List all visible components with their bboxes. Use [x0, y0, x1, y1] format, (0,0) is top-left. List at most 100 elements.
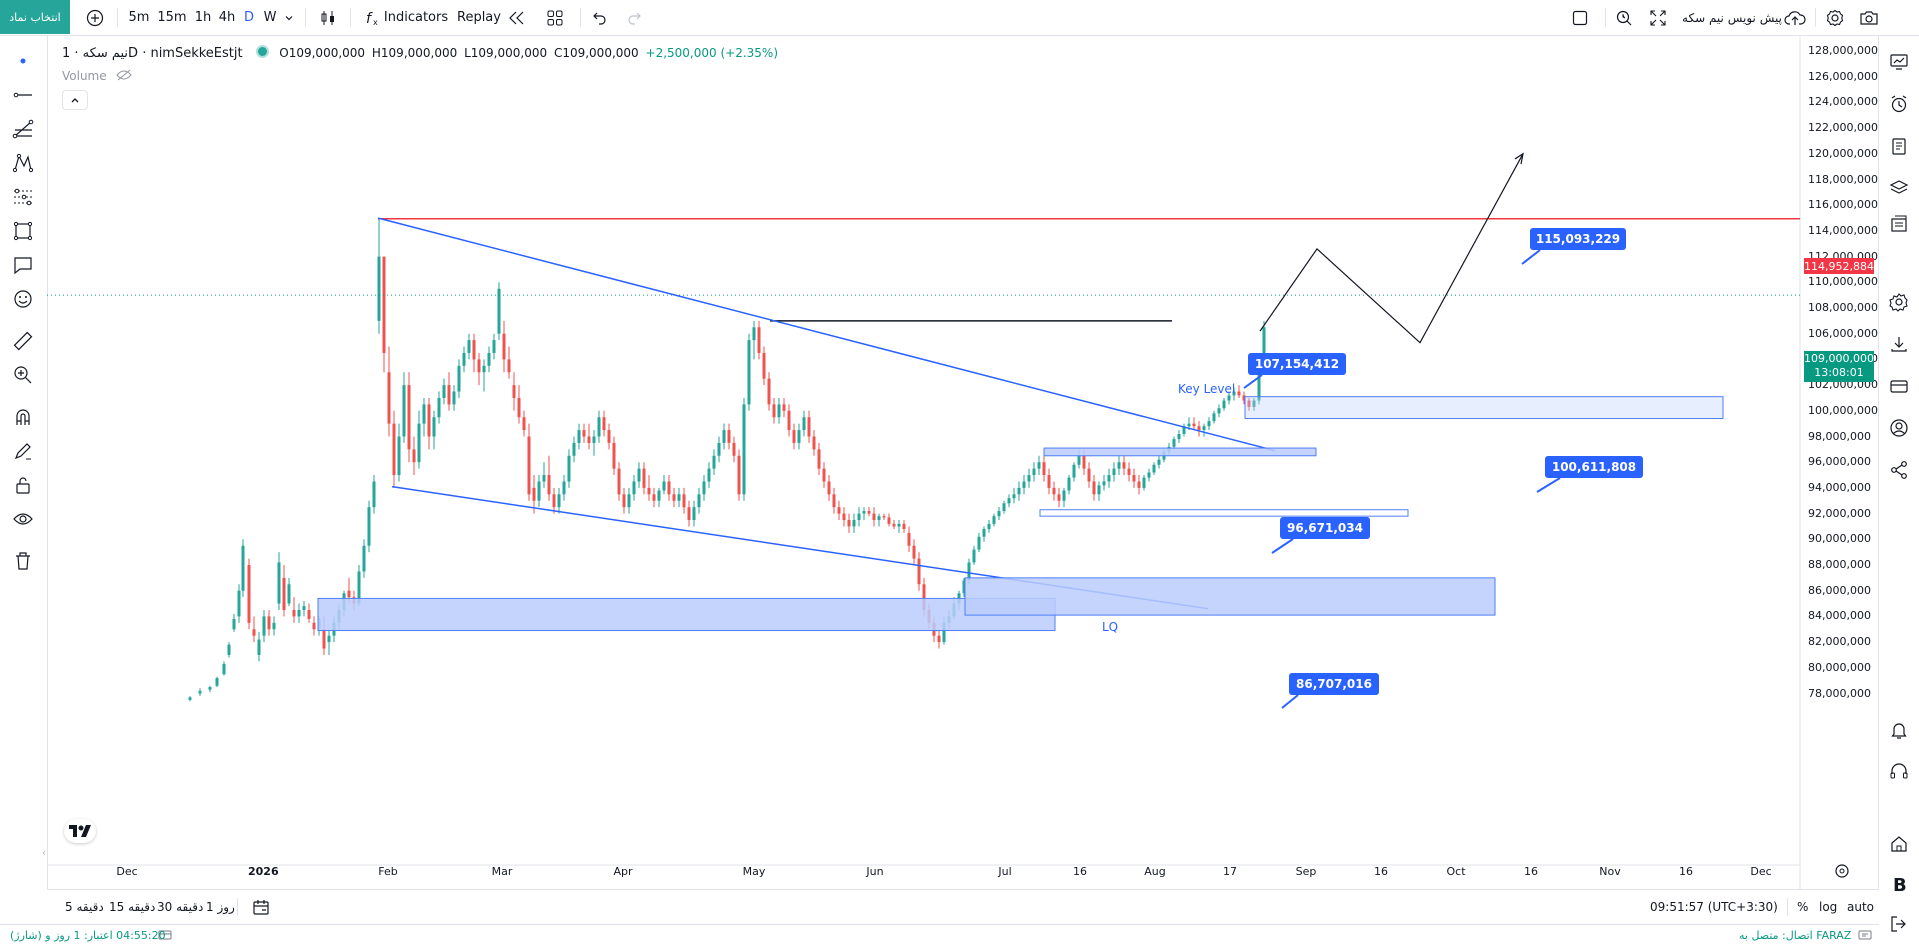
fib-icon[interactable]: [10, 116, 36, 142]
clock-timezone[interactable]: 09:51:57 (UTC+3:30): [1650, 900, 1778, 914]
candle-body: [1067, 477, 1071, 491]
interval-15m[interactable]: 15m: [157, 10, 187, 25]
candle-body: [682, 494, 686, 508]
quick-search-icon[interactable]: [1612, 0, 1636, 35]
candle-body: [1082, 455, 1086, 469]
rectangle-shape-icon[interactable]: [10, 218, 36, 244]
bell-icon[interactable]: [1887, 718, 1911, 742]
redo-icon[interactable]: [622, 0, 646, 35]
fullscreen-square-icon[interactable]: [1568, 0, 1592, 35]
candle-body: [267, 616, 271, 630]
candle-body: [412, 449, 416, 463]
candle-body: [462, 352, 466, 366]
eye-hidden-icon[interactable]: [116, 69, 133, 81]
prediction-icon[interactable]: [10, 184, 36, 210]
symbol-title[interactable]: نیم سکه · 1D · nimSekkeEstjt: [62, 46, 243, 61]
auto-toggle[interactable]: auto: [1847, 900, 1875, 914]
candle-body: [208, 687, 212, 690]
tradingview-logo[interactable]: [64, 819, 96, 843]
support-icon[interactable]: [1887, 760, 1911, 784]
replay-icon[interactable]: [505, 0, 529, 35]
log-toggle[interactable]: log: [1819, 900, 1838, 914]
watchlist-icon[interactable]: [1887, 50, 1911, 74]
lock-icon[interactable]: [10, 472, 36, 498]
interval-4h[interactable]: 4h: [218, 10, 236, 25]
badge-115093229[interactable]: 115,093,229: [1530, 228, 1626, 250]
range-5m[interactable]: 5 دقیقه: [65, 900, 104, 914]
badge-107154412[interactable]: 107,154,412: [1248, 353, 1346, 375]
add-symbol-icon[interactable]: [80, 0, 110, 35]
candle-body: [752, 327, 756, 341]
annotation-icon[interactable]: [10, 252, 36, 278]
time-tick-label: Mar: [491, 865, 513, 878]
interval-5m[interactable]: 5m: [128, 10, 150, 25]
home-icon[interactable]: [1887, 832, 1911, 856]
download-icon[interactable]: [1887, 332, 1911, 356]
data-window-icon[interactable]: [1887, 212, 1911, 236]
badge-100611808[interactable]: 100,611,808: [1545, 456, 1643, 478]
settings-icon[interactable]: [1822, 0, 1848, 35]
interval-d[interactable]: D: [243, 10, 254, 25]
cloud-upload-icon[interactable]: [1782, 0, 1808, 35]
magnet-icon[interactable]: [10, 404, 36, 430]
collapse-legend-button[interactable]: [62, 90, 88, 110]
ruler-icon[interactable]: [10, 328, 36, 354]
candle-body: [742, 404, 746, 495]
candle-body: [1147, 472, 1151, 478]
candle-body: [897, 523, 901, 527]
badge-96671034[interactable]: 96,671,034: [1280, 517, 1370, 539]
gear-icon[interactable]: [1887, 290, 1911, 314]
interval-w[interactable]: W: [263, 10, 277, 25]
candle-body: [317, 618, 321, 630]
camera-icon[interactable]: [1856, 0, 1882, 35]
pre-open-label[interactable]: پیش نویس نیم سکه: [1682, 10, 1782, 25]
stay-drawing-icon[interactable]: [10, 438, 36, 464]
eye-icon[interactable]: [10, 506, 36, 532]
drawing-toolbar: [0, 36, 48, 924]
candle-body: [687, 507, 691, 521]
left-collapse-handle[interactable]: ‹: [42, 848, 46, 859]
replay-button[interactable]: Replay: [457, 10, 501, 25]
key-level-label[interactable]: Key Level: [1178, 382, 1236, 396]
emoji-icon[interactable]: [10, 286, 36, 312]
undo-icon[interactable]: [588, 0, 612, 35]
candles-icon[interactable]: [314, 0, 342, 35]
chevron-down-icon[interactable]: [282, 0, 296, 35]
pattern-icon[interactable]: [10, 150, 36, 176]
percent-toggle[interactable]: %: [1797, 900, 1809, 914]
share-icon[interactable]: [1887, 458, 1911, 482]
zoom-in-icon[interactable]: [10, 362, 36, 388]
calendar-icon[interactable]: [252, 890, 270, 924]
logout-icon[interactable]: [1887, 912, 1911, 936]
notes-icon[interactable]: [1887, 134, 1911, 158]
candle-body: [357, 571, 361, 604]
range-15m[interactable]: 15 دقیقه: [109, 900, 156, 914]
maximize-icon[interactable]: [1646, 0, 1670, 35]
candle-body: [982, 529, 986, 537]
broker-b-icon[interactable]: B: [1887, 872, 1911, 896]
layout-grid-icon[interactable]: [542, 0, 568, 35]
crosshair-icon[interactable]: [10, 48, 36, 74]
symbol-search-button[interactable]: انتخاب نماد: [0, 0, 70, 34]
interval-1h[interactable]: 1h: [194, 10, 212, 25]
card-icon[interactable]: [1887, 374, 1911, 398]
candle-body: [947, 616, 951, 623]
connection-status: اتصال: متصل به FARAZ: [1739, 929, 1852, 942]
range-30m[interactable]: 30 دقیقه: [157, 900, 204, 914]
candle-body: [457, 365, 461, 392]
candle-body: [1177, 433, 1181, 440]
scroll-to-realtime-icon[interactable]: [1834, 863, 1850, 882]
range-1d[interactable]: 1 روز: [206, 900, 235, 914]
indicators-button[interactable]: Indicators: [383, 10, 449, 25]
layers-icon[interactable]: [1887, 176, 1911, 200]
candle-body: [1102, 481, 1106, 486]
user-icon[interactable]: [1887, 416, 1911, 440]
candle-body: [247, 565, 251, 623]
badge-86707016[interactable]: 86,707,016: [1289, 673, 1379, 695]
trend-line-icon[interactable]: [10, 82, 36, 108]
trash-icon[interactable]: [10, 548, 36, 574]
volume-label[interactable]: Volume: [62, 69, 133, 83]
alarm-icon[interactable]: [1887, 92, 1911, 116]
lq-label[interactable]: LQ: [1102, 620, 1119, 634]
